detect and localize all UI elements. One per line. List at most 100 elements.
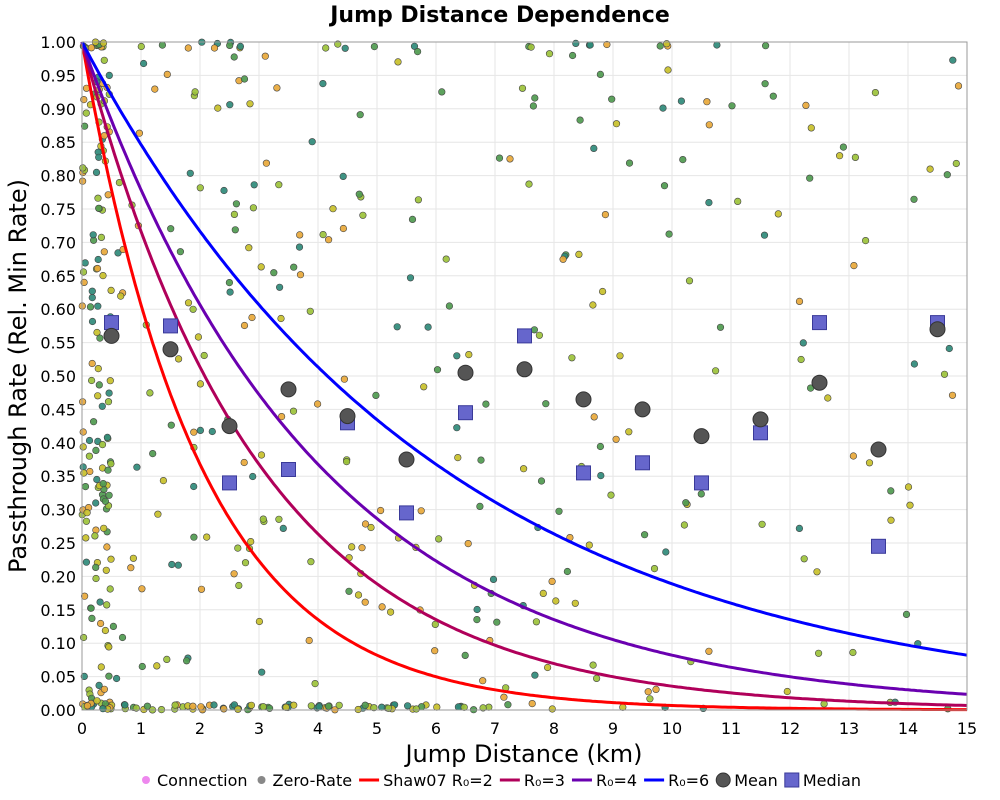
scatter-point [87, 376, 96, 385]
mean-circle [516, 361, 533, 378]
median-square [812, 315, 827, 331]
scatter-point [705, 647, 713, 655]
y-tick-label: 0.25 [40, 534, 76, 553]
scatter-point [943, 171, 951, 179]
scatter-point [107, 555, 115, 563]
scatter-point [105, 491, 113, 499]
scatter-point [417, 507, 425, 515]
scatter-point [479, 677, 487, 685]
scatter-point [408, 215, 417, 223]
scatter-point [807, 124, 815, 132]
scatter-point [295, 243, 304, 251]
scatter-point [96, 334, 104, 342]
scatter-point [851, 153, 860, 161]
scatter-point [80, 122, 89, 130]
scatter-point [86, 303, 95, 311]
scatter-point [230, 53, 238, 61]
scatter-point [296, 271, 305, 279]
scatter-point [348, 543, 356, 551]
scatter-point [249, 472, 257, 481]
y-tick-label: 0.70 [40, 233, 76, 252]
mean-circle [280, 381, 297, 398]
scatter-point [783, 687, 791, 696]
x-tick-label: 0 [77, 719, 87, 738]
scatter-point [453, 352, 461, 360]
scatter-point [542, 400, 550, 408]
scatter-point [774, 210, 782, 218]
legend-icon [257, 776, 266, 784]
y-tick-label: 0.50 [40, 367, 76, 386]
scatter-point [824, 394, 832, 402]
scatter-point [197, 703, 205, 711]
scatter-point [154, 510, 162, 518]
scatter-point [734, 197, 742, 205]
y-tick-label: 0.95 [40, 66, 76, 85]
scatter-point [473, 605, 481, 614]
scatter-point [247, 537, 255, 546]
scatter-point [685, 277, 694, 285]
legend-icon [784, 772, 800, 788]
scatter-point [159, 477, 167, 485]
scatter-point [200, 351, 208, 360]
scatter-point [104, 191, 112, 199]
scatter-point [151, 85, 159, 93]
scatter-point [585, 541, 593, 549]
scatter-point [117, 292, 125, 300]
scatter-point [306, 307, 314, 315]
scatter-point [464, 539, 472, 548]
scatter-point [433, 366, 442, 374]
scatter-point [129, 554, 137, 562]
scatter-point [81, 259, 89, 267]
scatter-point [548, 705, 556, 713]
scatter-point [101, 626, 109, 635]
scatter-point [339, 224, 348, 233]
scatter-point [625, 428, 633, 436]
scatter-point [319, 79, 327, 88]
scatter-point [226, 101, 234, 109]
scatter-point [948, 391, 957, 399]
scatter-point [393, 323, 401, 331]
scatter-point [100, 56, 108, 64]
scatter-point [98, 402, 106, 410]
median-square [163, 318, 178, 334]
scatter-point [576, 116, 584, 124]
legend-label: Connection [157, 771, 248, 790]
scatter-point [800, 555, 808, 563]
scatter-point [167, 421, 175, 429]
y-tick-label: 0.10 [40, 634, 76, 653]
x-tick-label: 4 [313, 719, 323, 738]
scatter-point [650, 564, 659, 573]
scatter-point [806, 174, 814, 182]
y-tick-label: 0.85 [40, 133, 76, 152]
scatter-point [435, 535, 443, 543]
scatter-point [356, 111, 364, 119]
median-square [281, 462, 296, 477]
x-tick-label: 7 [490, 719, 500, 738]
mean-circle [398, 451, 415, 468]
legend-icon [715, 772, 731, 788]
scatter-point [608, 95, 616, 103]
scatter-point [149, 450, 157, 458]
scatter-point [107, 286, 115, 295]
scatter-point [241, 559, 250, 567]
scatter-point [92, 574, 100, 583]
x-tick-label: 5 [372, 719, 382, 738]
scatter-point [539, 589, 547, 598]
scatter-point [88, 317, 97, 326]
scatter-point [98, 441, 107, 449]
scatter-point [93, 328, 101, 337]
scatter-point [146, 389, 154, 397]
scatter-point [240, 458, 248, 467]
scatter-point [445, 302, 454, 310]
scatter-point [713, 41, 721, 49]
scatter-point [275, 181, 283, 189]
scatter-point [361, 520, 370, 528]
scatter-point [902, 610, 911, 619]
scatter-point [94, 255, 102, 264]
scatter-point [135, 129, 143, 137]
x-tick-label: 9 [608, 719, 618, 738]
scatter-point [535, 331, 544, 339]
scatter-point [343, 458, 351, 466]
scatter-point [97, 663, 105, 671]
